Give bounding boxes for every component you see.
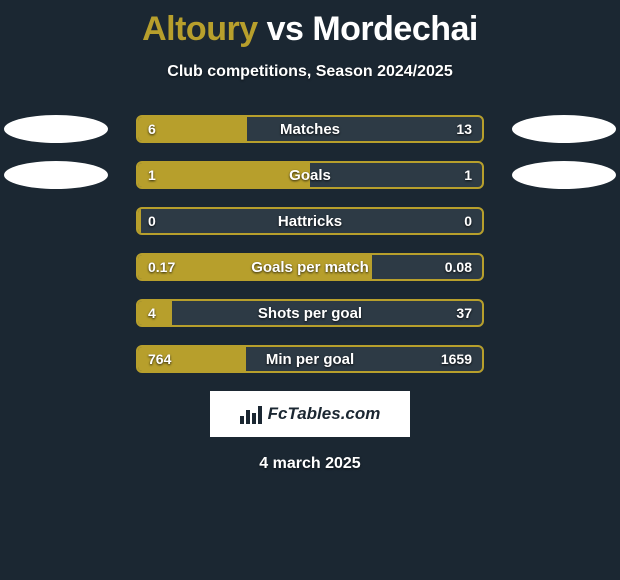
comparison-title: Altoury vs Mordechai [0,0,620,49]
stat-value-right: 13 [456,117,472,141]
player2-ellipse [512,161,616,189]
stat-value-right: 1 [464,163,472,187]
stat-bar: 6Matches13 [136,115,484,143]
chart-icon [240,404,262,424]
stat-label: Hattricks [138,209,482,233]
stats-container: 6Matches13 1Goals1 0Hattricks0 0.17Goals pe… [0,115,620,373]
player1-ellipse [4,115,108,143]
stat-bar: 4Shots per goal37 [136,299,484,327]
stat-row: 1Goals1 [0,161,620,189]
stat-value-right: 0 [464,209,472,233]
stat-value-right: 0.08 [445,255,472,279]
stat-bar: 1Goals1 [136,161,484,189]
subtitle: Club competitions, Season 2024/2025 [0,63,620,81]
vs-text: vs [267,10,304,48]
source-badge: FcTables.com [210,391,410,437]
player1-name: Altoury [142,10,258,48]
stat-label: Min per goal [138,347,482,371]
stat-bar: 0.17Goals per match0.08 [136,253,484,281]
stat-row: 6Matches13 [0,115,620,143]
stat-bar: 764Min per goal1659 [136,345,484,373]
stat-label: Matches [138,117,482,141]
stat-row: 764Min per goal1659 [0,345,620,373]
stat-label: Goals [138,163,482,187]
player2-name: Mordechai [312,10,478,48]
date-text: 4 march 2025 [0,455,620,473]
stat-label: Shots per goal [138,301,482,325]
stat-label: Goals per match [138,255,482,279]
stat-row: 0.17Goals per match0.08 [0,253,620,281]
stat-row: 0Hattricks0 [0,207,620,235]
stat-value-right: 1659 [441,347,472,371]
player1-ellipse [4,161,108,189]
stat-value-right: 37 [456,301,472,325]
stat-bar: 0Hattricks0 [136,207,484,235]
player2-ellipse [512,115,616,143]
stat-row: 4Shots per goal37 [0,299,620,327]
badge-text: FcTables.com [268,404,381,424]
